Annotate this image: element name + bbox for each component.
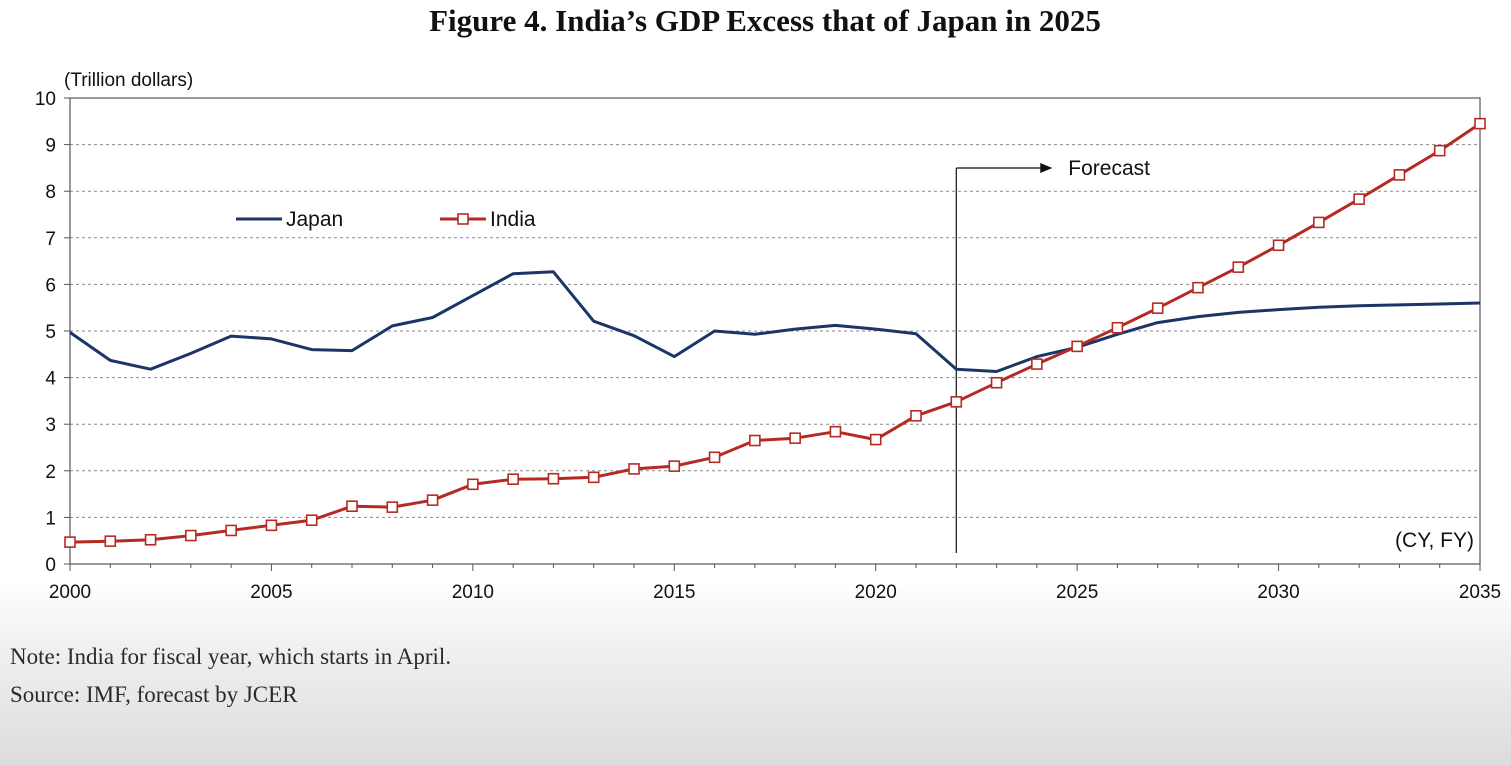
y-tick-label: 9	[45, 136, 56, 157]
series-japan	[69, 270, 1481, 373]
legend-marker	[457, 213, 469, 225]
data-point-india	[426, 494, 439, 506]
series-line-japan	[69, 270, 1481, 373]
x-tick-label: 2025	[1056, 582, 1098, 603]
data-point-india	[950, 396, 963, 408]
y-tick-label: 0	[45, 555, 56, 576]
forecast-label: Forecast	[1068, 157, 1150, 180]
data-point-india	[1313, 216, 1325, 229]
y-axis-ticks: 0 1 2 3 4 5 6 7 8 9 10	[35, 89, 70, 576]
legend: Japan India	[236, 208, 536, 231]
data-point-india	[547, 472, 560, 485]
data-point-india	[910, 410, 922, 422]
y-axis-unit-label: (Trillion dollars)	[64, 70, 193, 91]
data-point-india	[708, 451, 721, 464]
data-point-india	[305, 514, 318, 526]
data-point-india	[64, 536, 76, 548]
chart-title: Figure 4. India’s GDP Excess that of Jap…	[429, 3, 1101, 38]
data-point-india	[587, 471, 600, 484]
data-point-india	[386, 501, 399, 513]
y-tick-label: 5	[45, 322, 56, 343]
data-point-india	[1272, 239, 1285, 252]
y-tick-label: 10	[35, 89, 56, 110]
data-point-india	[789, 432, 801, 444]
data-point-india	[144, 533, 157, 546]
data-point-india	[749, 434, 761, 447]
data-point-india	[1474, 117, 1486, 130]
data-point-india	[1393, 169, 1406, 181]
data-point-india	[507, 473, 519, 485]
data-point-india	[225, 524, 237, 537]
data-point-india	[869, 433, 882, 446]
chart-note: Note: India for fiscal year, which start…	[10, 644, 452, 669]
series-india	[64, 117, 1486, 548]
x-tick-label: 2020	[855, 582, 897, 603]
chart: Figure 4. India’s GDP Excess that of Jap…	[35, 3, 1501, 603]
x-tick-label: 2035	[1459, 582, 1501, 603]
data-point-india	[1192, 281, 1204, 294]
x-axis-ticks: 2000 2005 2010 2015 2020 2025 2030 2035	[49, 564, 1501, 603]
data-point-india	[628, 463, 640, 475]
x-tick-label: 2005	[250, 582, 292, 603]
data-point-india	[1151, 302, 1164, 314]
data-point-india	[1031, 358, 1043, 370]
series-lines	[64, 117, 1486, 548]
gridlines	[70, 144, 1480, 518]
chart-source: Source: IMF, forecast by JCER	[10, 682, 298, 707]
y-tick-label: 6	[45, 275, 56, 296]
x-tick-label: 2015	[653, 582, 695, 603]
data-point-india	[1433, 144, 1446, 157]
data-point-india	[1353, 193, 1365, 205]
y-tick-label: 4	[45, 369, 56, 390]
legend-item-japan: Japan	[236, 208, 343, 231]
series-line-india	[69, 122, 1481, 544]
data-point-india	[1111, 321, 1124, 334]
data-point-india	[1071, 340, 1083, 353]
data-point-india	[668, 460, 681, 472]
legend-label: Japan	[286, 208, 343, 231]
data-point-india	[829, 425, 842, 438]
y-tick-label: 3	[45, 415, 56, 436]
data-point-india	[990, 376, 1003, 389]
data-point-india	[265, 519, 278, 532]
data-point-india	[185, 529, 197, 542]
legend-item-india: India	[440, 208, 536, 231]
x-tick-label: 2030	[1257, 582, 1299, 603]
legend-label: India	[490, 208, 536, 231]
data-point-india	[1232, 261, 1245, 273]
y-tick-label: 7	[45, 229, 56, 250]
y-tick-label: 1	[45, 508, 56, 529]
data-point-india	[467, 478, 479, 491]
y-tick-label: 8	[45, 182, 56, 203]
data-point-india	[346, 500, 358, 513]
y-tick-label: 2	[45, 462, 56, 483]
x-tick-label: 2000	[49, 582, 91, 603]
forecast-arrow-head-icon	[1040, 163, 1053, 173]
x-axis-unit-label: (CY, FY)	[1395, 529, 1474, 552]
x-tick-label: 2010	[452, 582, 494, 603]
forecast-marker: Forecast	[955, 157, 1150, 553]
data-point-india	[104, 535, 117, 547]
